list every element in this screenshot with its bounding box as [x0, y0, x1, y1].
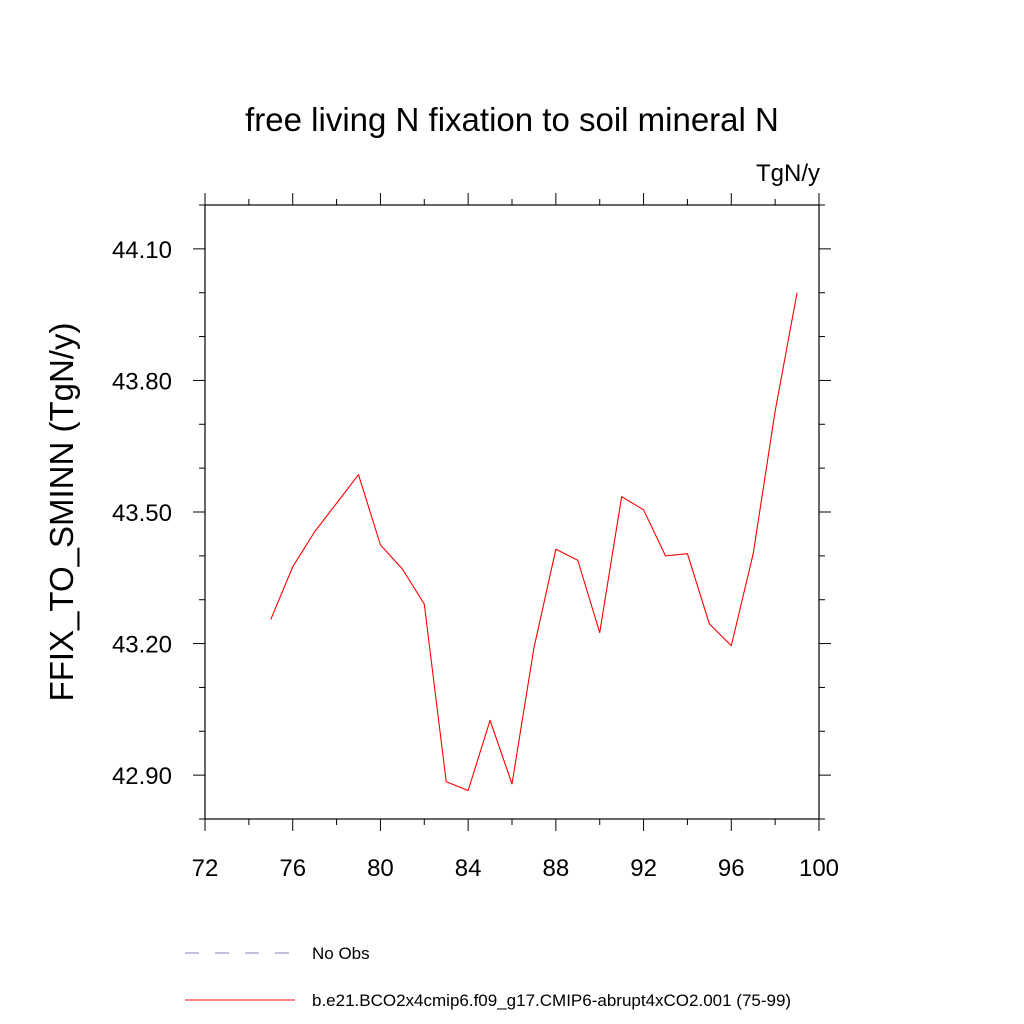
axis-tick-labels: 72 76 80 84 88 92 96 100 42.90 43.20 43.50 43.80 44.…: [112, 237, 839, 882]
x-tick-label: 72: [192, 855, 219, 882]
axis-ticks: [193, 193, 831, 831]
y-tick-label: 42.90: [112, 763, 172, 790]
series-layer: [270, 292, 798, 792]
x-tick-label: 76: [279, 855, 306, 882]
x-tick-label: 100: [799, 855, 839, 882]
y-tick-label: 43.80: [112, 368, 172, 395]
y-tick-label: 43.20: [112, 632, 172, 659]
y-axis-label: FFIX_TO_SMINN (TgN/y): [43, 323, 80, 702]
legend-label-no-obs: No Obs: [312, 944, 370, 963]
legend: No Obs b.e21.BCO2x4cmip6.f09_g17.CMIP6-a…: [185, 944, 791, 1010]
legend-label-model: b.e21.BCO2x4cmip6.f09_g17.CMIP6-abrupt4x…: [312, 991, 791, 1010]
chart-title: free living N fixation to soil mineral N: [245, 101, 779, 138]
x-tick-label: 92: [630, 855, 657, 882]
x-tick-label: 88: [543, 855, 570, 882]
x-tick-label: 96: [718, 855, 745, 882]
y-tick-label: 43.50: [112, 500, 172, 527]
plot-frame: [204, 204, 820, 820]
x-tick-label: 84: [455, 855, 482, 882]
units-label: TgN/y: [756, 160, 820, 187]
x-tick-label: 80: [367, 855, 394, 882]
y-tick-label: 44.10: [112, 237, 172, 264]
series-line: [270, 292, 798, 792]
